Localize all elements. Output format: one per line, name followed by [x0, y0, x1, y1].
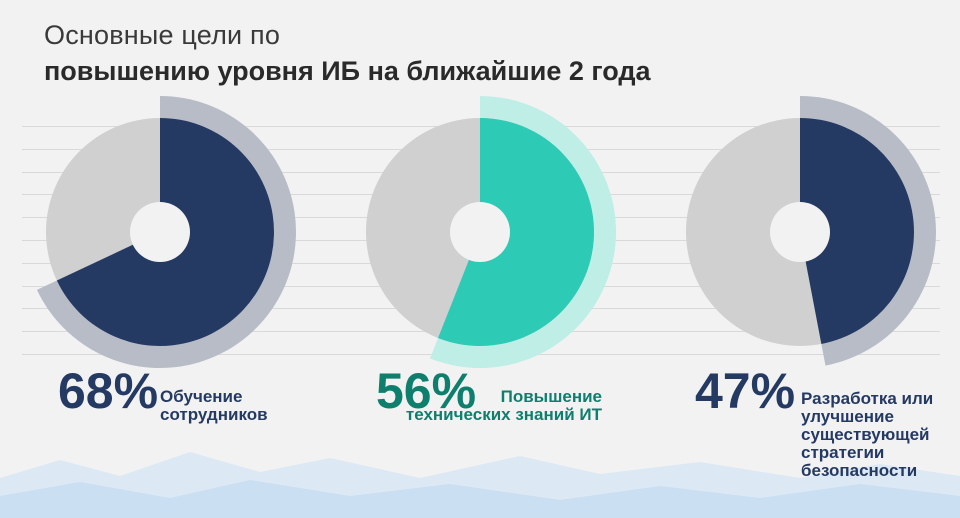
- category-label: Разработка или улучшение существующей ст…: [801, 389, 934, 480]
- value-slice: [438, 118, 595, 346]
- value-slice: [800, 118, 914, 344]
- percent-label: 47%: [695, 363, 796, 419]
- category-label: Повышение технических знаний ИТ: [405, 387, 602, 424]
- decorative-waves: [0, 452, 960, 518]
- percent-label: 68%: [58, 363, 159, 419]
- chart-title-line2: повышению уровня ИБ на ближайшие 2 года: [44, 56, 651, 86]
- donut-hole: [770, 202, 830, 262]
- donut-hole: [450, 202, 510, 262]
- category-label: Обучение сотрудников: [160, 387, 268, 424]
- donut-hole: [130, 202, 190, 262]
- percent-label: 56%: [376, 363, 477, 419]
- chart-title-line1: Основные цели по: [44, 20, 281, 50]
